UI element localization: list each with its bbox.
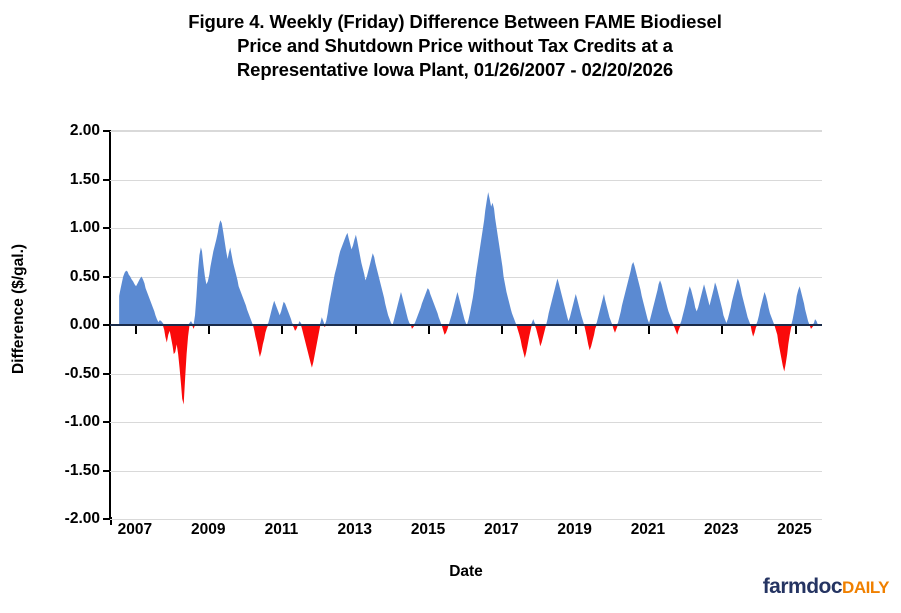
farmdoc-daily-logo: farmdocDAILY xyxy=(762,575,890,599)
zero-baseline xyxy=(110,324,822,326)
y-tick-label: 2.00 xyxy=(69,122,100,139)
chart-title-line-1: Figure 4. Weekly (Friday) Difference Bet… xyxy=(188,11,722,32)
y-tick-label: 1.00 xyxy=(69,219,100,236)
x-tick-mark xyxy=(794,326,797,334)
gridline-0_5 xyxy=(110,276,822,278)
chart-title: Figure 4. Weekly (Friday) Difference Bet… xyxy=(70,10,840,82)
y-tick-label: -0.50 xyxy=(64,364,100,382)
chart-title-line-3: Representative Iowa Plant, 01/26/2007 - … xyxy=(236,59,674,80)
y-tick-mark xyxy=(103,324,110,326)
x-axis-title: Date xyxy=(449,563,483,580)
y-axis-tick-labels: 2.00 1.50 1.00 0.50 0.00 -0.50 -1.00 -1.50 -2.00 xyxy=(28,0,110,613)
gridline-1 xyxy=(110,228,822,229)
y-tick-label: -1.00 xyxy=(64,413,100,430)
x-tick-mark xyxy=(134,326,137,334)
y-tick-mark xyxy=(103,372,110,375)
gridline--1_5 xyxy=(110,470,822,472)
logo-primary-text: farmdoc xyxy=(762,575,843,598)
x-tick-label: 2017 xyxy=(484,521,519,538)
plot-top-border xyxy=(110,130,822,131)
x-tick-mark xyxy=(354,326,357,334)
y-tick-label: 1.50 xyxy=(69,170,100,188)
x-tick-mark xyxy=(647,326,650,334)
positive-difference-area xyxy=(119,192,818,325)
x-tick-label: 2019 xyxy=(557,521,592,538)
x-tick-label: 2009 xyxy=(190,521,226,538)
y-tick-mark xyxy=(103,178,110,181)
x-tick-mark xyxy=(208,326,211,334)
x-tick-label: 2023 xyxy=(703,521,739,538)
x-tick-mark xyxy=(574,326,577,334)
x-tick-mark xyxy=(281,326,284,334)
y-tick-mark xyxy=(103,469,110,472)
x-tick-label: 2013 xyxy=(337,521,373,538)
x-tick-mark xyxy=(721,326,724,334)
y-tick-label: 0.00 xyxy=(69,316,100,333)
gridline--1 xyxy=(110,422,822,423)
x-tick-label: 2007 xyxy=(117,521,153,538)
y-tick-label: 0.50 xyxy=(69,267,100,285)
y-tick-label: -1.50 xyxy=(64,461,100,479)
x-tick-label: 2015 xyxy=(410,521,446,538)
chart-title-line-2: Price and Shutdown Price without Tax Cre… xyxy=(237,35,673,56)
x-axis-baseline xyxy=(110,519,822,520)
x-axis-origin-tick xyxy=(110,517,112,525)
x-tick-label: 2011 xyxy=(264,521,299,538)
gridline-2 xyxy=(110,131,822,132)
y-tick-mark xyxy=(103,227,110,229)
x-tick-mark xyxy=(501,326,504,334)
y-tick-label: -2.00 xyxy=(64,510,100,527)
x-tick-label: 2021 xyxy=(630,521,666,538)
y-axis-title: Difference ($/gal.) xyxy=(10,243,27,375)
logo-secondary-text: DAILY xyxy=(842,578,889,597)
gridline-1_5 xyxy=(110,179,822,181)
x-tick-label: 2025 xyxy=(777,521,812,538)
x-tick-mark xyxy=(428,326,431,334)
y-tick-mark xyxy=(103,421,110,423)
y-tick-mark xyxy=(103,130,110,132)
y-tick-mark xyxy=(103,518,110,520)
y-tick-mark xyxy=(103,275,110,278)
negative-difference-area xyxy=(119,325,818,405)
gridline--0_5 xyxy=(110,373,822,375)
